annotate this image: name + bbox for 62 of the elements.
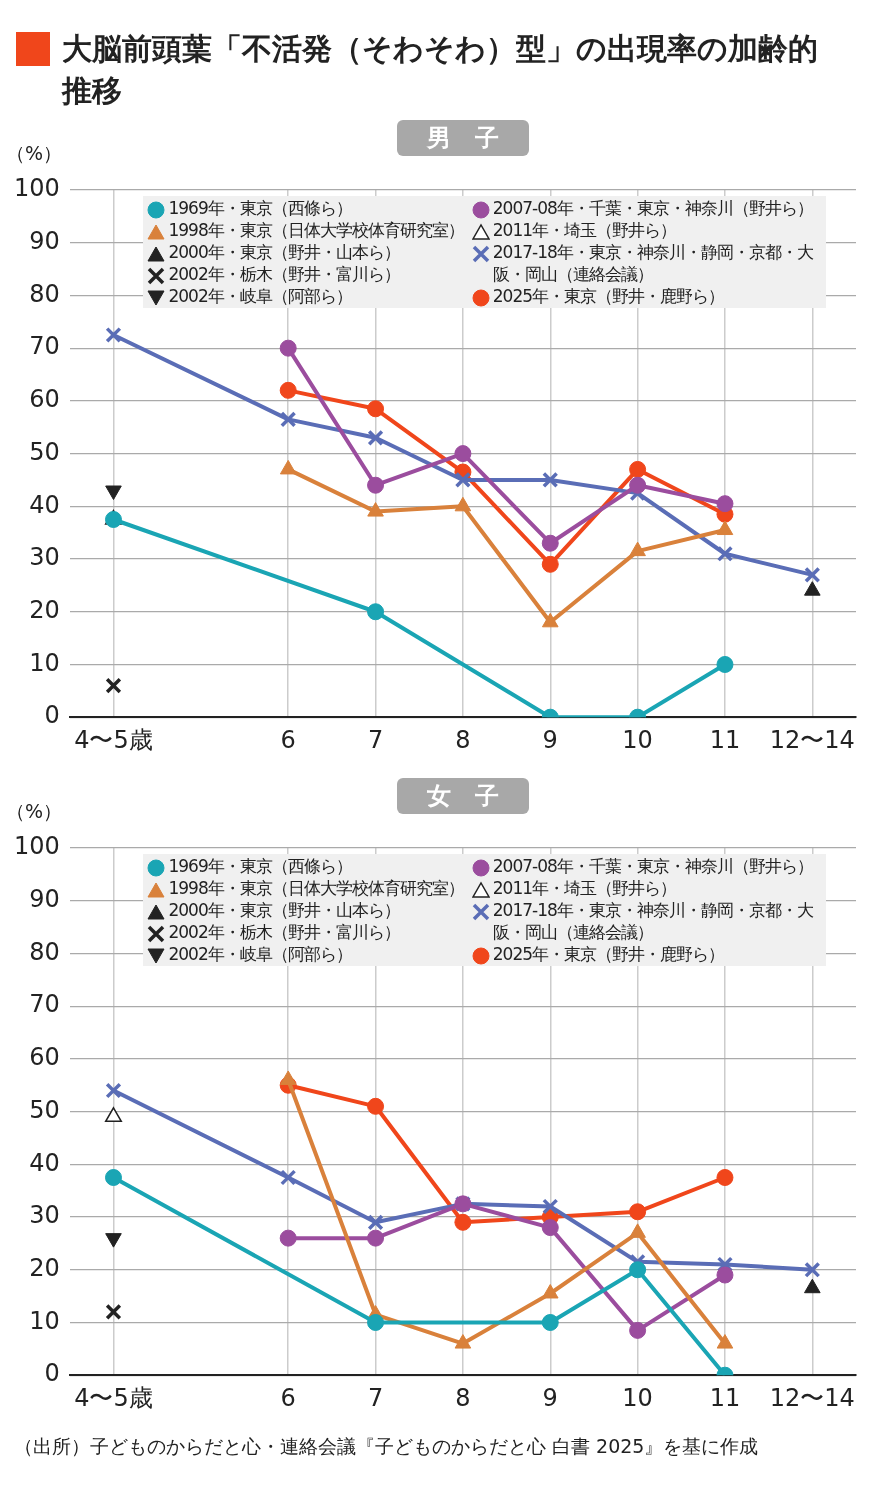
y-tick-label: 40 — [29, 490, 60, 519]
y-tick-label: 100 — [14, 832, 60, 861]
x-tick-label: 9 — [542, 1383, 558, 1412]
legend-label: 1969年・東京（西條ら） — [168, 855, 352, 877]
y-tick-label: 80 — [29, 937, 60, 966]
legend-label: 2007-08年・千葉・東京・神奈川（野井ら） — [492, 197, 813, 219]
chart-subtitle: 女 子 — [396, 778, 529, 814]
y-tick-label: 70 — [29, 332, 60, 361]
x-tick-label: 10 — [622, 725, 653, 754]
legend-label: 2025年・東京（野井・鹿野ら） — [492, 285, 725, 307]
x-tick-label: 7 — [367, 725, 384, 754]
x-tick-label: 4〜5歳 — [74, 1383, 153, 1412]
y-tick-label: 50 — [29, 437, 60, 466]
x-tick-label: 12〜14 — [769, 725, 855, 754]
y-tick-label: 10 — [29, 1306, 60, 1335]
x-tick-label: 6 — [280, 1383, 296, 1412]
y-tick-label: 40 — [29, 1148, 60, 1177]
legend-label: 2000年・東京（野井・山本ら） — [168, 241, 400, 263]
x-tick-label: 9 — [542, 725, 558, 754]
y-tick-label: 20 — [29, 1253, 60, 1282]
y-tick-label: 90 — [29, 226, 60, 255]
y-tick-label: 0 — [44, 701, 60, 730]
x-tick-label: 11 — [709, 725, 741, 754]
x-tick-label: 12〜14 — [769, 1383, 855, 1412]
y-tick-label: 100 — [14, 174, 60, 203]
legend-label: 2011年・埼玉（野井ら） — [492, 219, 677, 241]
legend-label: 2000年・東京（野井・山本ら） — [168, 899, 400, 921]
y-tick-label: 80 — [29, 279, 60, 308]
y-tick-label: 30 — [29, 1201, 60, 1230]
legend-label: 2017-18年・東京・神奈川・静岡・京都・大阪・岡山（連絡会議） — [492, 241, 814, 285]
y-tick-label: 50 — [29, 1095, 60, 1124]
legend-label: 1998年・東京（日体大学校体育研究室） — [168, 877, 464, 899]
x-tick-label: 4〜5歳 — [74, 725, 153, 754]
x-tick-label: 11 — [709, 1383, 741, 1412]
x-tick-label: 7 — [367, 1383, 384, 1412]
y-tick-label: 20 — [29, 595, 60, 624]
legend-label: 2002年・栃木（野井・富川ら） — [168, 921, 400, 943]
chart-title: 大脳前頭葉「不活発（そわそわ）型」の出現率の加齢的推移 — [62, 30, 819, 110]
y-tick-label: 10 — [29, 648, 60, 677]
legend-label: 2002年・岐阜（阿部ら） — [168, 943, 352, 965]
legend-label: 2017-18年・東京・神奈川・静岡・京都・大阪・岡山（連絡会議） — [492, 899, 814, 943]
legend-label: 2011年・埼玉（野井ら） — [492, 877, 677, 899]
y-tick-label: 0 — [44, 1359, 60, 1388]
chart-subtitle: 男 子 — [396, 120, 529, 156]
y-tick-label: 30 — [29, 543, 60, 572]
x-tick-label: 8 — [455, 1383, 471, 1412]
y-tick-label: 90 — [29, 884, 60, 913]
legend-label: 2025年・東京（野井・鹿野ら） — [492, 943, 725, 965]
text: （出所）子どものからだと心・連絡会議『子どものからだと心 白書 2025』を基に作成 — [13, 1434, 760, 1459]
y-axis-title: （%） — [6, 800, 63, 822]
legend-label: 2002年・岐阜（阿部ら） — [168, 285, 352, 307]
x-tick-label: 6 — [280, 725, 296, 754]
legend-label: 1998年・東京（日体大学校体育研究室） — [168, 219, 464, 241]
x-tick-label: 10 — [622, 1383, 653, 1412]
legend-label: 2002年・栃木（野井・富川ら） — [168, 263, 400, 285]
y-tick-label: 60 — [29, 1043, 60, 1072]
legend-label: 2007-08年・千葉・東京・神奈川（野井ら） — [492, 855, 813, 877]
y-tick-label: 70 — [29, 990, 60, 1019]
legend-label: 1969年・東京（西條ら） — [168, 197, 352, 219]
y-tick-label: 60 — [29, 385, 60, 414]
x-tick-label: 8 — [455, 725, 471, 754]
y-axis-title: （%） — [6, 142, 63, 164]
